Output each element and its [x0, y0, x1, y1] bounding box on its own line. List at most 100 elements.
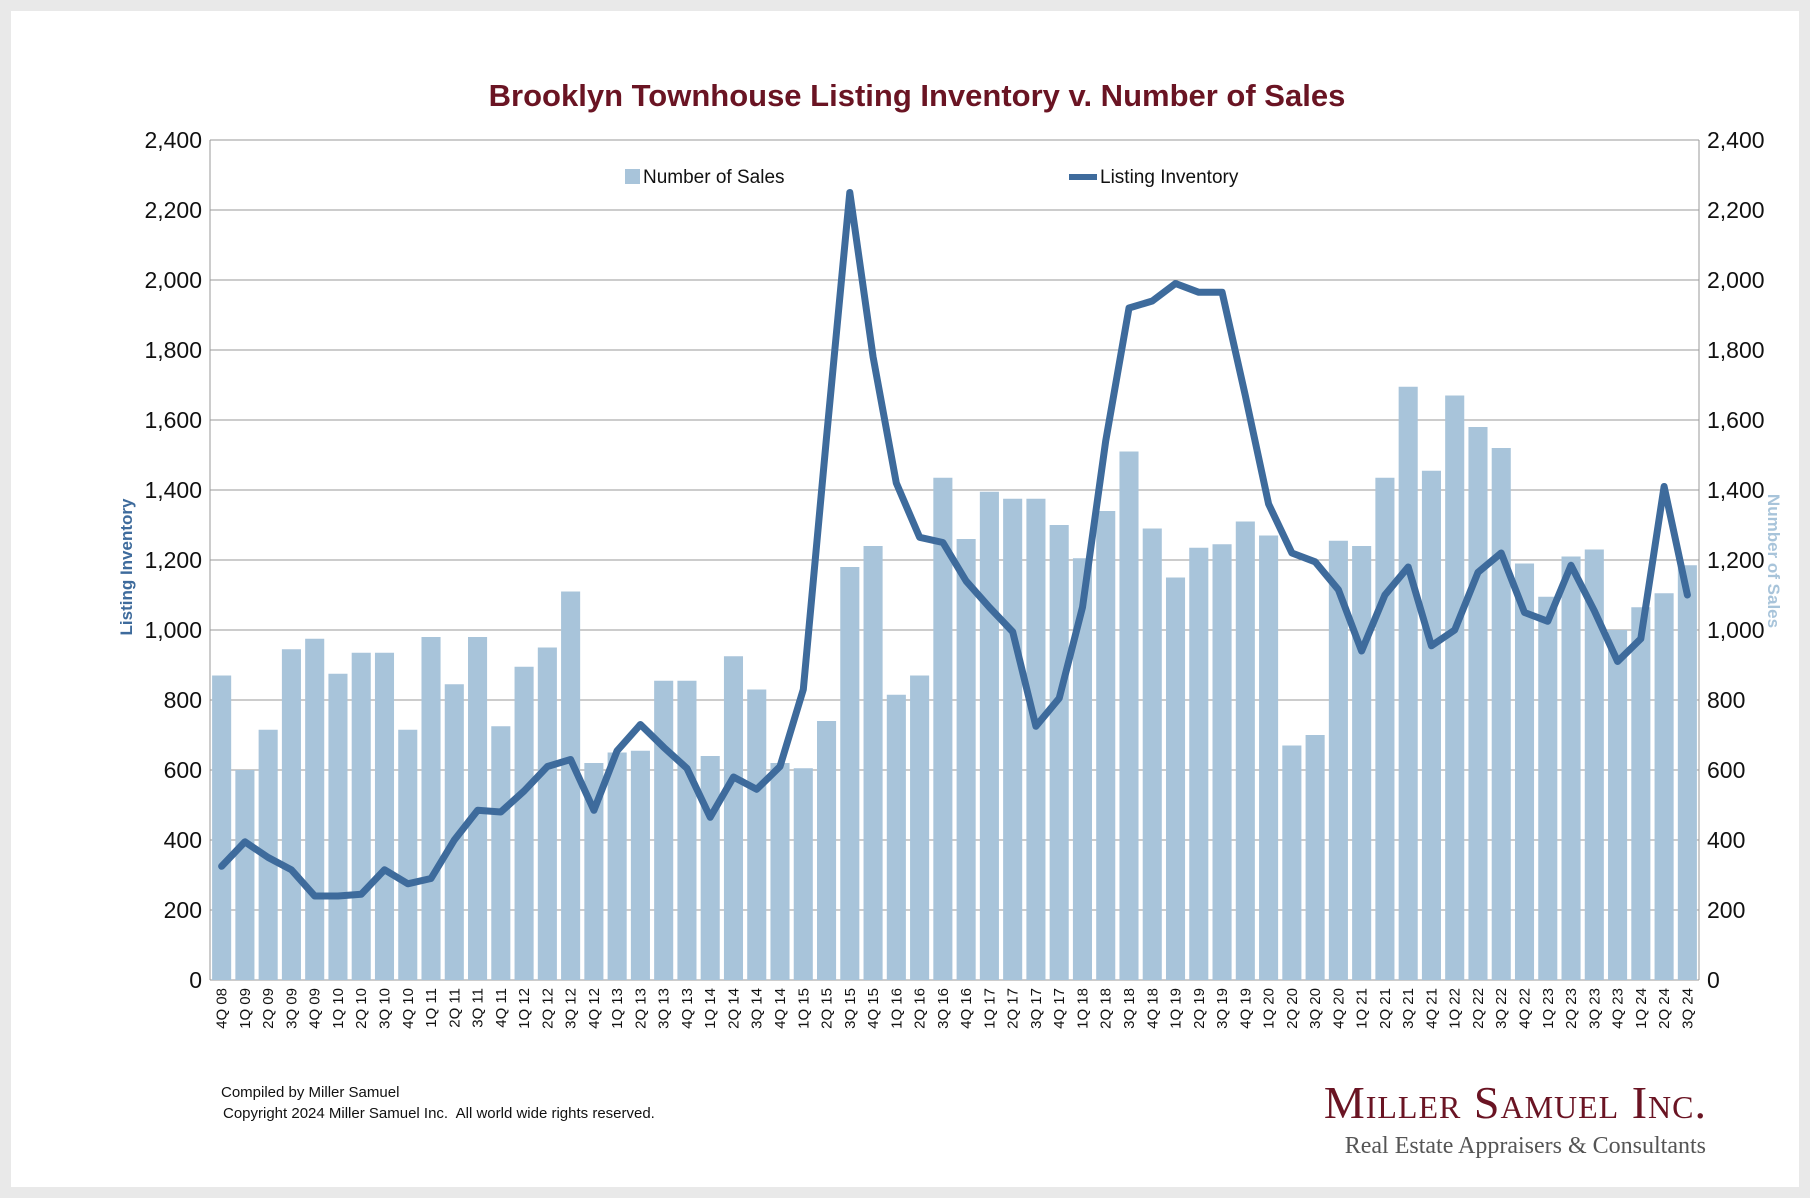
- x-tick-label: 4Q 14: [772, 988, 789, 1029]
- left-y-tick-label: 2,400: [144, 127, 202, 153]
- x-tick-label: 3Q 13: [656, 988, 673, 1029]
- right-y-tick-label: 400: [1707, 827, 1745, 853]
- left-y-tick-label: 2,200: [144, 197, 202, 223]
- right-y-tick-label: 1,200: [1707, 547, 1765, 573]
- x-tick-label: 2Q 10: [353, 988, 370, 1029]
- x-tick-label: 2Q 16: [912, 988, 929, 1029]
- legend: Number of Sales Listing Inventory: [625, 167, 1239, 188]
- x-tick-label: 2Q 13: [632, 988, 649, 1029]
- sales-bar: [1003, 498, 1023, 980]
- x-tick-label: 3Q 17: [1028, 988, 1045, 1029]
- x-tick-label: 3Q 11: [470, 988, 487, 1028]
- sales-bar: [1468, 427, 1488, 980]
- sales-bar: [956, 539, 976, 980]
- x-tick-label: 3Q 19: [1214, 988, 1231, 1029]
- left-y-tick-label: 0: [189, 967, 202, 993]
- copyright: Copyright 2024 Miller Samuel Inc. All wo…: [223, 1105, 655, 1122]
- x-axis-ticks: 4Q 08 1Q 09 2Q 09 3Q 09 4Q 09 1Q 10 2Q 10 3Q 10…: [214, 988, 1697, 1029]
- left-y-tick-label: 1,400: [144, 477, 202, 503]
- sales-bar: [1165, 577, 1186, 980]
- sales-bar: [421, 637, 441, 980]
- x-tick-label: 1Q 12: [516, 988, 533, 1029]
- x-tick-label: 1Q 09: [237, 988, 254, 1029]
- x-tick-label: 2Q 19: [1191, 988, 1208, 1029]
- left-y-tick-label: 600: [164, 757, 202, 783]
- x-tick-label: 4Q 20: [1330, 988, 1347, 1029]
- inventory-line-layer: [218, 189, 1691, 900]
- x-tick-label: 3Q 22: [1493, 988, 1510, 1029]
- x-tick-label: 3Q 09: [283, 988, 300, 1029]
- company-logo: Miller Samuel Inc.: [1323, 1077, 1707, 1128]
- gridlines: [209, 139, 1700, 981]
- right-y-tick-label: 1,400: [1707, 477, 1765, 503]
- sales-bar: [305, 638, 325, 980]
- sales-bar: [514, 666, 534, 980]
- sales-bar: [1538, 596, 1558, 980]
- x-tick-label: 1Q 17: [981, 988, 998, 1029]
- sales-bar: [281, 649, 301, 980]
- sales-bar: [910, 675, 930, 980]
- left-y-tick-label: 200: [164, 897, 202, 923]
- x-tick-label: 3Q 12: [563, 988, 580, 1029]
- left-y-tick-label: 1,200: [144, 547, 202, 573]
- sales-bar: [1282, 745, 1302, 980]
- sales-bar: [700, 756, 720, 980]
- x-tick-label: 4Q 17: [1051, 988, 1068, 1029]
- left-y-tick-label: 1,000: [144, 617, 202, 643]
- sales-bar: [747, 689, 767, 980]
- x-tick-label: 1Q 15: [795, 988, 812, 1029]
- chart-title: Brooklyn Townhouse Listing Inventory v. …: [489, 78, 1346, 113]
- right-y-axis-ticks: 0 200 400 600 800 1,000 1,200 1,400 1,600 1,800 2,…: [1707, 127, 1765, 993]
- sales-bar: [979, 491, 999, 980]
- sales-bar: [1375, 477, 1395, 980]
- left-axis-label: Listing Inventory: [117, 498, 136, 636]
- right-y-tick-label: 2,200: [1707, 197, 1765, 223]
- x-tick-label: 3Q 14: [749, 988, 766, 1029]
- right-y-tick-label: 2,000: [1707, 267, 1765, 293]
- sales-bars: [212, 386, 1697, 980]
- left-y-axis-ticks: 0 200 400 600 800 1,000 1,200 1,400 1,600 1,800 2,…: [144, 127, 202, 993]
- legend-line-label: Listing Inventory: [1100, 167, 1239, 188]
- x-tick-label: 2Q 14: [726, 988, 743, 1029]
- sales-bar: [1235, 521, 1255, 980]
- x-tick-label: 3Q 10: [377, 988, 394, 1029]
- sales-bar: [1119, 451, 1139, 980]
- sales-bar: [1654, 593, 1674, 980]
- sales-bar: [863, 546, 883, 980]
- x-tick-label: 4Q 11: [493, 988, 510, 1028]
- right-axis-label: Number of Sales: [1764, 494, 1783, 628]
- sales-bar: [1631, 607, 1651, 980]
- left-y-tick-label: 800: [164, 687, 202, 713]
- left-y-tick-label: 400: [164, 827, 202, 853]
- x-tick-label: 1Q 21: [1354, 988, 1371, 1029]
- x-tick-label: 1Q 20: [1261, 988, 1278, 1029]
- sales-bar: [1398, 386, 1418, 980]
- sales-bar: [840, 567, 860, 980]
- sales-bar: [886, 694, 906, 980]
- sales-bar: [630, 750, 650, 980]
- sales-bar: [351, 652, 371, 980]
- x-tick-label: 2Q 20: [1284, 988, 1301, 1029]
- x-tick-label: 1Q 22: [1447, 988, 1464, 1029]
- right-y-tick-label: 600: [1707, 757, 1745, 783]
- sales-bar: [444, 684, 464, 980]
- x-tick-label: 2Q 12: [539, 988, 556, 1029]
- sales-bar: [770, 763, 790, 980]
- left-y-tick-label: 2,000: [144, 267, 202, 293]
- sales-bar: [1608, 630, 1628, 980]
- sales-bar: [374, 652, 395, 980]
- sales-bar: [1049, 525, 1069, 980]
- x-tick-label: 1Q 18: [1075, 988, 1092, 1029]
- x-tick-label: 2Q 22: [1470, 988, 1487, 1029]
- x-tick-label: 4Q 18: [1144, 988, 1161, 1029]
- chart: Brooklyn Townhouse Listing Inventory v. …: [117, 78, 1783, 1029]
- sales-bar: [1584, 549, 1604, 980]
- x-tick-label: 3Q 16: [935, 988, 952, 1029]
- x-tick-label: 3Q 18: [1121, 988, 1138, 1029]
- x-tick-label: 1Q 11: [423, 988, 440, 1028]
- x-tick-label: 3Q 15: [842, 988, 859, 1029]
- sales-bar: [1096, 511, 1116, 980]
- x-tick-label: 4Q 08: [214, 988, 231, 1029]
- sales-bar: [398, 729, 418, 980]
- right-y-tick-label: 200: [1707, 897, 1745, 923]
